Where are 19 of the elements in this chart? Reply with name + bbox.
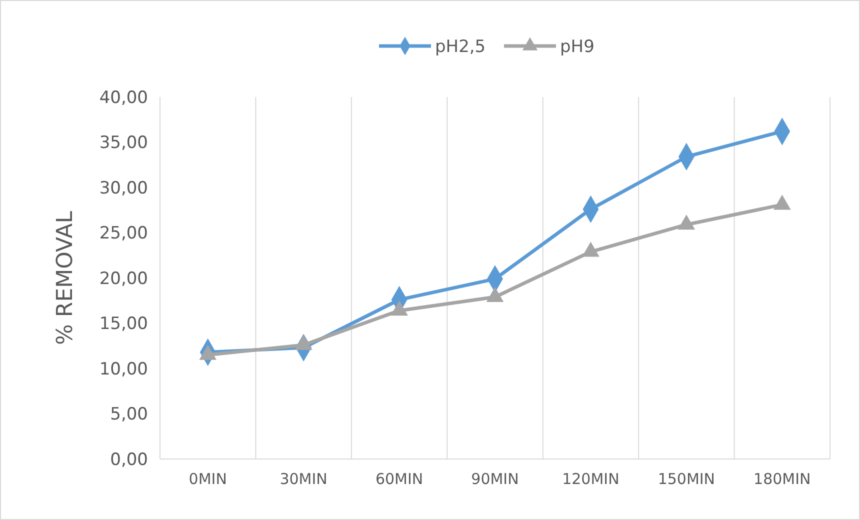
x-tick-label: 60MIN	[375, 470, 424, 488]
legend-label: pH9	[560, 36, 594, 57]
y-tick-label: 40,00	[99, 88, 148, 108]
x-tick-label: 150MIN	[658, 470, 716, 488]
x-tick-label: 0MIN	[188, 470, 227, 488]
x-tick-label: 120MIN	[562, 470, 620, 488]
y-tick-label: 30,00	[99, 178, 148, 198]
y-axis-title: % REMOVAL	[53, 210, 78, 345]
y-tick-label: 15,00	[99, 314, 148, 334]
y-tick-label: 25,00	[99, 224, 148, 244]
y-tick-label: 10,00	[99, 359, 148, 380]
x-tick-label: 30MIN	[280, 470, 328, 488]
legend-label: pH2,5	[435, 36, 486, 57]
x-tick-label: 90MIN	[471, 470, 519, 488]
x-tick-label: 180MIN	[754, 470, 811, 488]
y-tick-label: 5,00	[110, 404, 148, 425]
y-tick-label: 35,00	[99, 133, 148, 154]
y-tick-label: 20,00	[99, 268, 148, 289]
y-tick-label: 0,00	[110, 450, 148, 470]
